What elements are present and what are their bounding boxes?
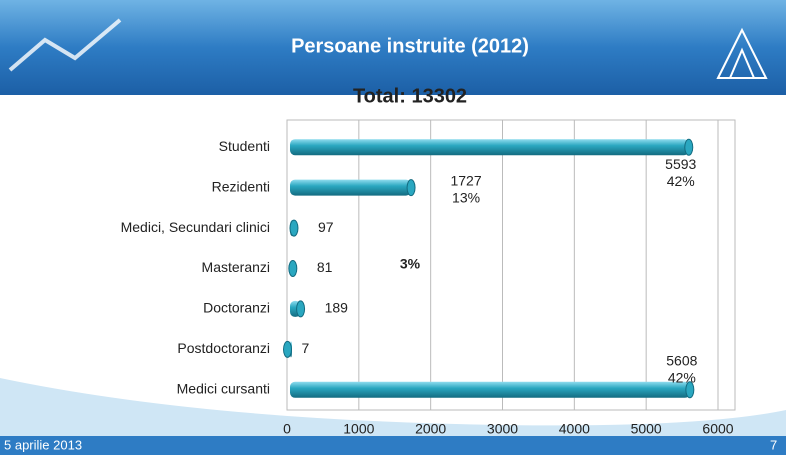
bar-cap [406, 179, 416, 197]
value-label: 5593 [665, 156, 696, 172]
x-tick-label: 5000 [631, 421, 662, 437]
y-tick-label: Masteranzi [202, 259, 270, 275]
value-label: 97 [318, 219, 334, 235]
footer-date: 5 aprilie 2013 [4, 437, 82, 452]
share-label: 42% [667, 173, 695, 189]
bar-cap [288, 260, 298, 277]
share-label: 13% [452, 189, 480, 205]
bar-cap [283, 340, 293, 358]
y-tick-label: Studenti [219, 138, 270, 154]
value-label: 5608 [666, 352, 697, 368]
bar-cap [296, 300, 306, 318]
bar [290, 381, 690, 398]
bar-cap [685, 381, 695, 399]
bar-cap [684, 138, 694, 156]
annotation: 3% [400, 256, 421, 272]
x-tick-label: 0 [283, 421, 291, 437]
page-number: 7 [770, 437, 777, 452]
footer-band [0, 436, 786, 455]
x-tick-label: 2000 [415, 421, 446, 437]
scales-icon [716, 27, 768, 79]
y-tick-label: Medici cursanti [177, 380, 270, 396]
header-band [0, 0, 786, 95]
bar [290, 139, 689, 156]
x-tick-label: 1000 [343, 421, 374, 437]
header-title: Persoane instruite (2012) [291, 35, 529, 57]
y-tick-label: Doctoranzi [203, 300, 270, 316]
x-tick-label: 3000 [487, 421, 518, 437]
chart-title: Total: 13302 [353, 85, 467, 107]
share-label: 42% [668, 369, 696, 385]
x-tick-label: 4000 [559, 421, 590, 437]
header-icon [8, 18, 122, 72]
y-tick-label: Rezidenti [212, 178, 270, 194]
value-label: 7 [302, 340, 310, 356]
bar-cap [289, 219, 299, 237]
value-label: 81 [317, 259, 333, 275]
bar [290, 179, 412, 196]
y-tick-label: Postdoctoranzi [177, 340, 270, 356]
y-tick-label: Medici, Secundari clinici [121, 219, 270, 235]
value-label: 189 [325, 300, 349, 316]
value-label: 1727 [450, 172, 481, 188]
x-tick-label: 6000 [702, 421, 733, 437]
bottom-curve [0, 378, 786, 455]
